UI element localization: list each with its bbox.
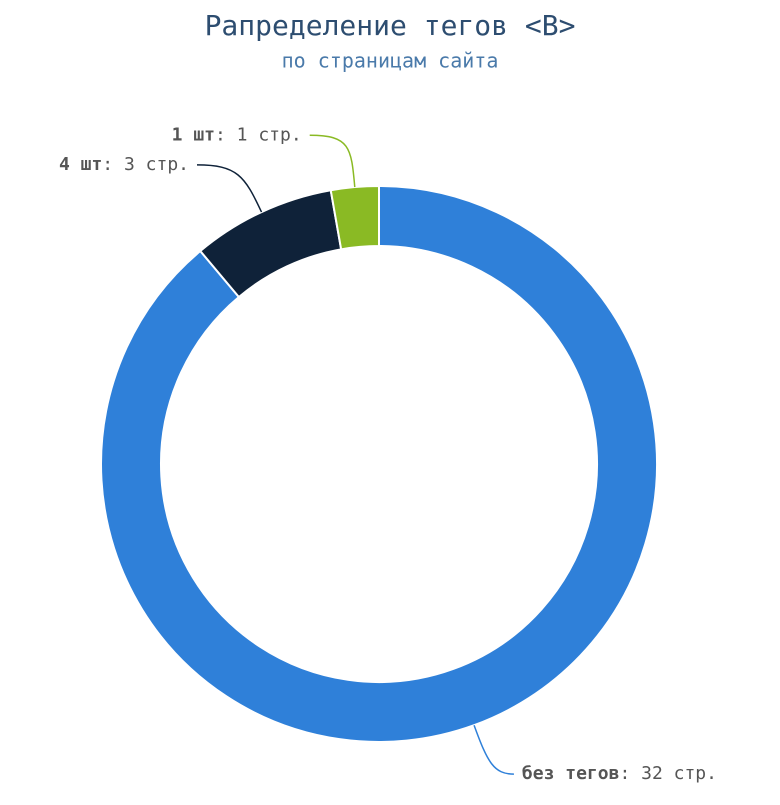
label-value: : 1 стр.: [215, 124, 302, 145]
label-connector: [309, 134, 356, 188]
label-value: : 32 стр.: [619, 763, 717, 784]
data-label: 4 шт: 3 стр.: [59, 154, 189, 175]
label-connector: [196, 164, 263, 213]
label-category: 1 шт: [172, 124, 215, 145]
label-category: без тегов: [522, 763, 620, 784]
donut-slice: [100, 184, 658, 743]
label-connector: [473, 724, 514, 775]
chart-title: Рапределение тегов <B>: [205, 9, 576, 42]
label-category: 4 шт: [59, 154, 102, 175]
chart-subtitle: по страницам сайта: [282, 49, 499, 73]
data-label: 1 шт: 1 стр.: [172, 124, 302, 145]
label-value: : 3 стр.: [102, 154, 189, 175]
donut-slice: [329, 184, 380, 251]
data-label: без тегов: 32 стр.: [522, 763, 717, 784]
